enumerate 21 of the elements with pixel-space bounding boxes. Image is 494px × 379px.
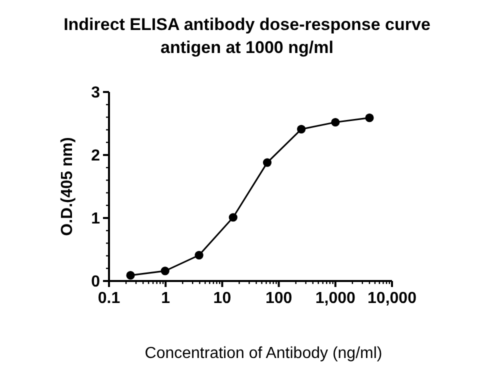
y-tick-label: 1: [91, 210, 100, 228]
point: [262, 158, 272, 167]
x-tick-label: 10,000: [368, 290, 417, 307]
y-axis-title: O.D.(405 nm): [59, 137, 76, 236]
point: [228, 213, 238, 222]
x-axis-title: Concentration of Antibody (ng/ml): [144, 345, 382, 362]
x-tick-label: 0.1: [98, 290, 120, 307]
y-tick-label: 0: [91, 274, 100, 291]
x-tick-label: 1,000: [315, 290, 356, 307]
y-tick-label: 3: [91, 84, 100, 102]
point: [126, 271, 135, 280]
point: [365, 114, 374, 122]
point: [331, 118, 340, 127]
point: [160, 266, 170, 276]
x-tick-label: 1: [161, 290, 170, 307]
y-tick-label: 2: [91, 148, 100, 165]
point: [297, 124, 306, 134]
point: [194, 250, 204, 260]
chart-title: Indirect ELISA antibody dose-response curve antigen at 1000 ng/ml: [64, 15, 430, 57]
x-tick-label: 100: [265, 290, 292, 307]
x-tick-label: 10: [213, 290, 232, 307]
